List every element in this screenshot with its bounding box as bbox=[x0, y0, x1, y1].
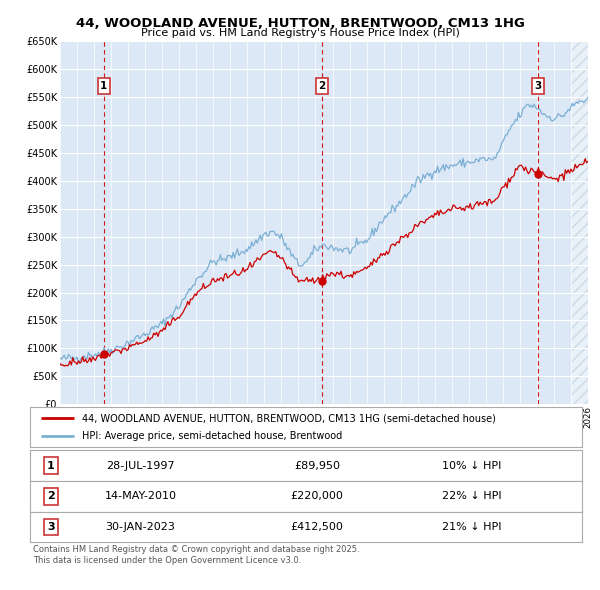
Text: 22% ↓ HPI: 22% ↓ HPI bbox=[442, 491, 502, 501]
Text: 3: 3 bbox=[47, 522, 55, 532]
Text: Price paid vs. HM Land Registry's House Price Index (HPI): Price paid vs. HM Land Registry's House … bbox=[140, 28, 460, 38]
Text: 3: 3 bbox=[535, 81, 542, 91]
Text: £412,500: £412,500 bbox=[290, 522, 343, 532]
Text: 2: 2 bbox=[47, 491, 55, 501]
Text: Contains HM Land Registry data © Crown copyright and database right 2025.
This d: Contains HM Land Registry data © Crown c… bbox=[33, 545, 359, 565]
Text: HPI: Average price, semi-detached house, Brentwood: HPI: Average price, semi-detached house,… bbox=[82, 431, 343, 441]
Text: 10% ↓ HPI: 10% ↓ HPI bbox=[442, 461, 501, 470]
Bar bbox=[571, 41, 588, 404]
Text: £220,000: £220,000 bbox=[290, 491, 343, 501]
Text: 21% ↓ HPI: 21% ↓ HPI bbox=[442, 522, 502, 532]
Text: 1: 1 bbox=[47, 461, 55, 470]
Text: 14-MAY-2010: 14-MAY-2010 bbox=[104, 491, 176, 501]
Text: 1: 1 bbox=[100, 81, 107, 91]
Text: 30-JAN-2023: 30-JAN-2023 bbox=[106, 522, 175, 532]
Text: £89,950: £89,950 bbox=[294, 461, 340, 470]
Text: 2: 2 bbox=[318, 81, 325, 91]
Text: 28-JUL-1997: 28-JUL-1997 bbox=[106, 461, 175, 470]
Text: 44, WOODLAND AVENUE, HUTTON, BRENTWOOD, CM13 1HG (semi-detached house): 44, WOODLAND AVENUE, HUTTON, BRENTWOOD, … bbox=[82, 414, 496, 424]
Text: 44, WOODLAND AVENUE, HUTTON, BRENTWOOD, CM13 1HG: 44, WOODLAND AVENUE, HUTTON, BRENTWOOD, … bbox=[76, 17, 524, 30]
